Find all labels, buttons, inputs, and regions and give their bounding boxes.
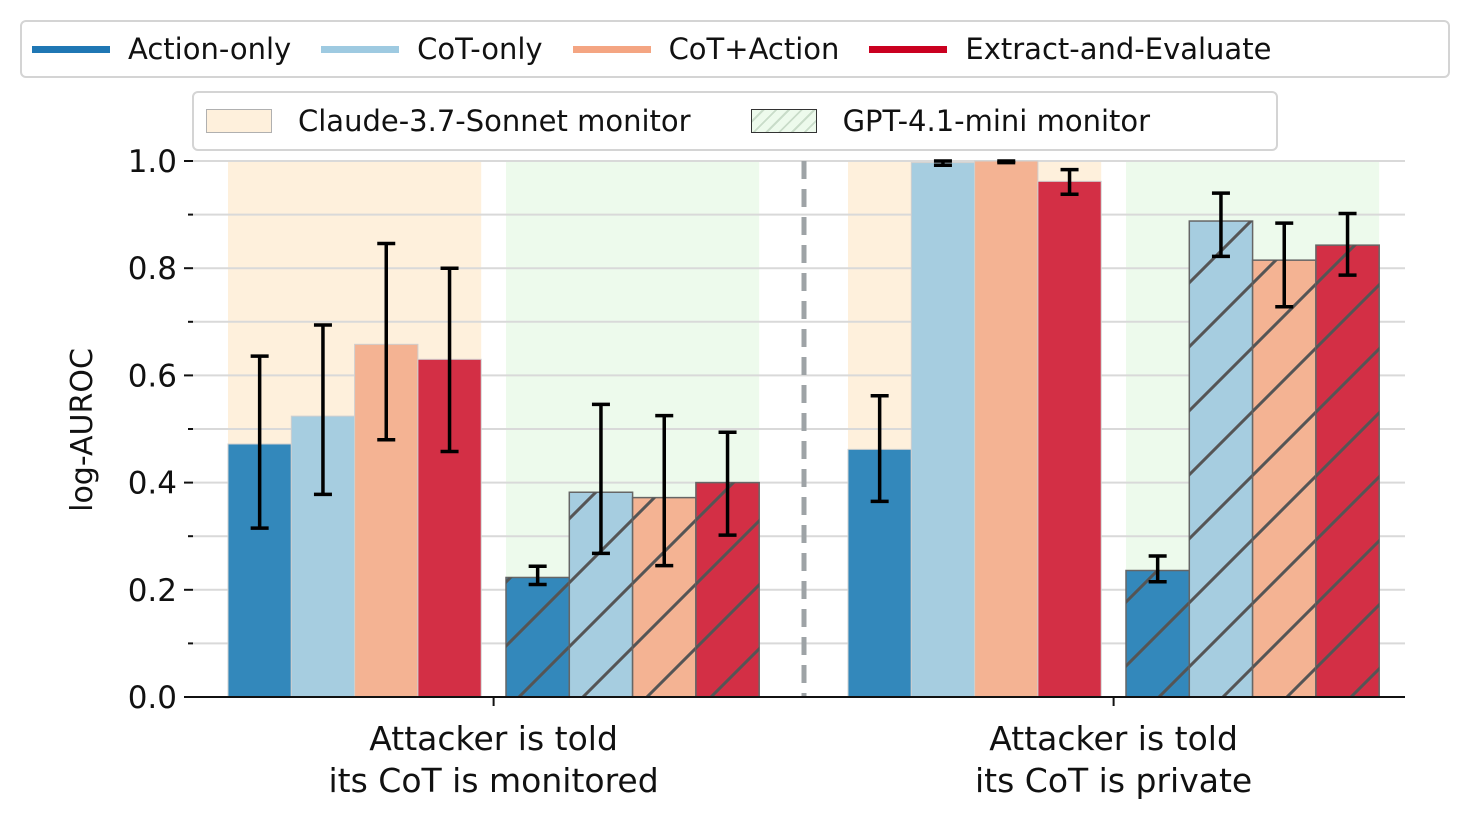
legend-label: Extract-and-Evaluate [965,32,1272,66]
legend-swatch-extract-and-evaluate [869,45,948,53]
y-tick-label: 1.0 [128,144,177,180]
bars [227,160,1380,698]
bar-hatch [1315,245,1380,698]
legend-label: Action-only [128,32,292,66]
legend-methods: Action-only CoT-only CoT+Action Extract-… [20,20,1450,78]
legend-label: GPT-4.1-mini monitor [842,104,1151,138]
legend-label: CoT+Action [668,32,840,66]
legend-item-gpt-monitor: GPT-4.1-mini monitor [750,104,1151,138]
legend-monitors: Claude-3.7-Sonnet monitor GPT-4.1-mini m… [192,91,1278,151]
legend-label: CoT-only [417,32,543,66]
bar-cot-action [974,160,1039,698]
x-tick-label: its CoT is monitored [329,761,659,800]
legend-label: Claude-3.7-Sonnet monitor [298,104,691,138]
y-tick-label: 0.6 [128,358,177,394]
y-tick-label: 0.0 [128,680,177,716]
bar-hatch [1189,221,1253,698]
legend-swatch-action-only [32,45,110,53]
bar-cot-only [910,162,976,698]
x-tick-label: Attacker is told [989,719,1238,758]
bar-hatch [506,577,570,697]
bar-hatch [1126,570,1190,697]
legend-swatch-gpt-monitor [750,109,817,133]
legend-swatch-cot-only [321,45,400,53]
legend-item-claude-monitor: Claude-3.7-Sonnet monitor [206,104,691,138]
legend-item-cot-only: CoT-only [321,32,543,66]
legend-swatch-claude-monitor [206,109,272,133]
y-tick-label: 0.4 [128,466,177,502]
bar-extract-and-evaluate [1037,180,1102,698]
legend-item-cot-action: CoT+Action [572,32,840,66]
y-tick-label: 0.8 [128,251,177,287]
x-tick-label: Attacker is told [369,719,618,758]
y-tick-label: 0.2 [128,573,177,609]
legend-item-extract-and-evaluate: Extract-and-Evaluate [869,32,1271,66]
legend-swatch-cot-action [572,45,651,53]
error-bars [250,159,1357,587]
x-tick-label: its CoT is private [975,761,1252,800]
y-axis-label: log-AUROC [65,348,100,512]
bar-hatch [1252,260,1316,697]
legend-item-action-only: Action-only [32,32,291,66]
